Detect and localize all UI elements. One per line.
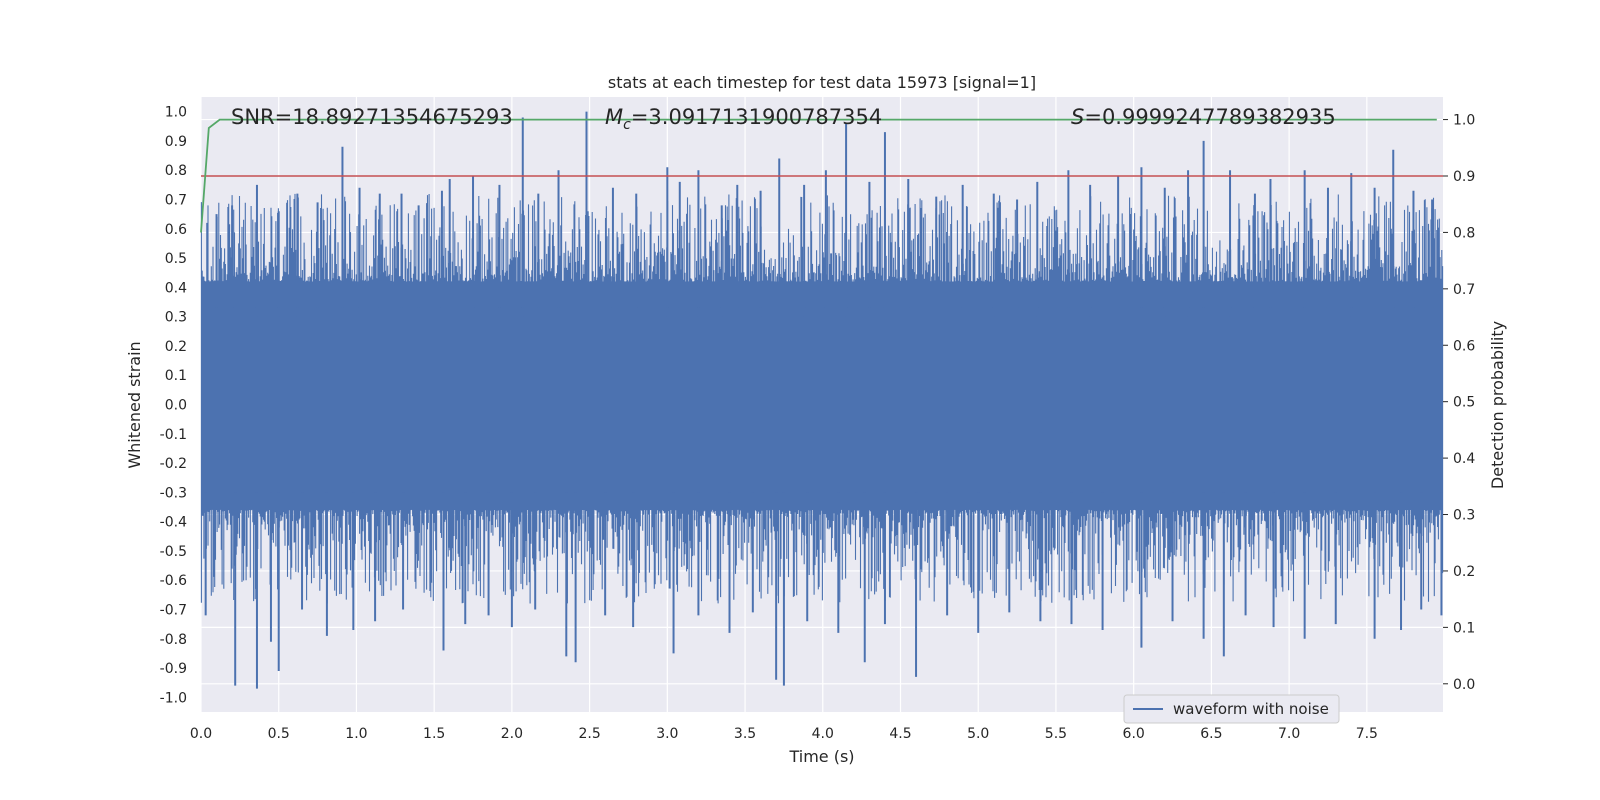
legend-label: waveform with noise bbox=[1173, 700, 1329, 718]
y-tick-label: 0.5 bbox=[165, 251, 187, 267]
y-tick-label: -0.8 bbox=[160, 632, 187, 648]
x-axis-ticks: 0.0 0.5 1.0 1.5 2.0 2.5 3.0 3.5 4.0 4.5 5.0 5.5 6.0 6… bbox=[190, 726, 1378, 742]
snr-annotation: SNR=18.89271354675293 bbox=[231, 105, 513, 129]
x-tick-label: 5.5 bbox=[1045, 726, 1067, 742]
y2-tick-label: 1.0 bbox=[1453, 113, 1475, 129]
y-axis-label: Whitened strain bbox=[125, 341, 144, 468]
y-tick-label: -0.3 bbox=[160, 485, 187, 501]
x-tick-label: 0.5 bbox=[268, 726, 290, 742]
s-value: =0.9999247789382935 bbox=[1084, 105, 1335, 129]
y-tick-label: -0.4 bbox=[160, 515, 187, 531]
mc-subscript: c bbox=[623, 117, 631, 133]
probability-line bbox=[200, 118, 1437, 233]
y2-axis-label: Detection probability bbox=[1488, 321, 1507, 489]
y2-tick-label: 0.2 bbox=[1453, 564, 1475, 580]
x-tick-label: 0.0 bbox=[190, 726, 212, 742]
y-tick-label: 0.3 bbox=[165, 310, 187, 326]
mc-annotation: Mc=3.0917131900787354 bbox=[605, 105, 882, 133]
y2-axis-ticks: 1.0 0.9 0.8 0.7 0.6 0.5 0.4 0.3 0.2 0.1 0.0 bbox=[1443, 113, 1475, 693]
y2-tick-label: 0.7 bbox=[1453, 282, 1475, 298]
y2-tick-label: 0.6 bbox=[1453, 338, 1475, 354]
x-tick-label: 2.5 bbox=[578, 726, 600, 742]
y-tick-label: -0.1 bbox=[160, 427, 187, 443]
y-tick-label: -0.2 bbox=[160, 456, 187, 472]
waveform-core bbox=[201, 307, 1443, 493]
y2-tick-label: 0.4 bbox=[1453, 451, 1475, 467]
y2-tick-label: 0.5 bbox=[1453, 395, 1475, 411]
waveform-series bbox=[200, 111, 1444, 689]
y-tick-label: 0.8 bbox=[165, 163, 187, 179]
y-tick-label: -0.5 bbox=[160, 544, 187, 560]
y-axis-ticks: 1.0 0.9 0.8 0.7 0.6 0.5 0.4 0.3 0.2 0.1 0.0 -0.1 -0.… bbox=[160, 105, 187, 707]
legend-box bbox=[1123, 694, 1340, 724]
y-tick-label: 0.2 bbox=[165, 339, 187, 355]
y-tick-label: 0.0 bbox=[165, 398, 187, 414]
x-tick-label: 3.0 bbox=[656, 726, 678, 742]
x-tick-label: 3.5 bbox=[734, 726, 756, 742]
x-tick-label: 7.0 bbox=[1278, 726, 1300, 742]
x-tick-label: 4.5 bbox=[889, 726, 911, 742]
y2-tick-label: 0.8 bbox=[1453, 225, 1475, 241]
y-tick-label: 0.6 bbox=[165, 222, 187, 238]
legend: waveform with noise bbox=[1123, 694, 1340, 724]
y-tick-label: -0.6 bbox=[160, 573, 187, 589]
x-tick-label: 2.0 bbox=[501, 726, 523, 742]
y-tick-label: 0.7 bbox=[165, 193, 187, 209]
x-tick-label: 6.0 bbox=[1123, 726, 1145, 742]
x-tick-label: 4.0 bbox=[812, 726, 834, 742]
y2-tick-label: 0.0 bbox=[1453, 677, 1475, 693]
x-axis-label: Time (s) bbox=[788, 747, 854, 766]
y-tick-label: -0.9 bbox=[160, 661, 187, 677]
y-tick-label: -0.7 bbox=[160, 603, 187, 619]
y-tick-label: 0.4 bbox=[165, 280, 187, 296]
mc-symbol: M bbox=[605, 105, 623, 129]
y-tick-label: 0.1 bbox=[165, 368, 187, 384]
y-tick-label: 0.9 bbox=[165, 134, 187, 150]
annotations: SNR=18.89271354675293 Mc=3.0917131900787… bbox=[231, 105, 1336, 133]
s-annotation: S=0.9999247789382935 bbox=[1071, 105, 1336, 129]
y2-tick-label: 0.1 bbox=[1453, 620, 1475, 636]
y-tick-label: -1.0 bbox=[160, 690, 187, 706]
y2-tick-label: 0.9 bbox=[1453, 169, 1475, 185]
overlay-lines bbox=[200, 118, 1443, 233]
y-tick-label: 1.0 bbox=[165, 105, 187, 121]
x-tick-label: 6.5 bbox=[1200, 726, 1222, 742]
x-tick-label: 5.0 bbox=[967, 726, 989, 742]
chart-title: stats at each timestep for test data 159… bbox=[608, 73, 1036, 92]
mc-value: =3.0917131900787354 bbox=[631, 105, 882, 129]
x-tick-label: 1.5 bbox=[423, 726, 445, 742]
s-symbol: S bbox=[1071, 105, 1084, 129]
x-tick-label: 1.0 bbox=[345, 726, 367, 742]
x-tick-label: 7.5 bbox=[1356, 726, 1378, 742]
y2-tick-label: 0.3 bbox=[1453, 508, 1475, 524]
